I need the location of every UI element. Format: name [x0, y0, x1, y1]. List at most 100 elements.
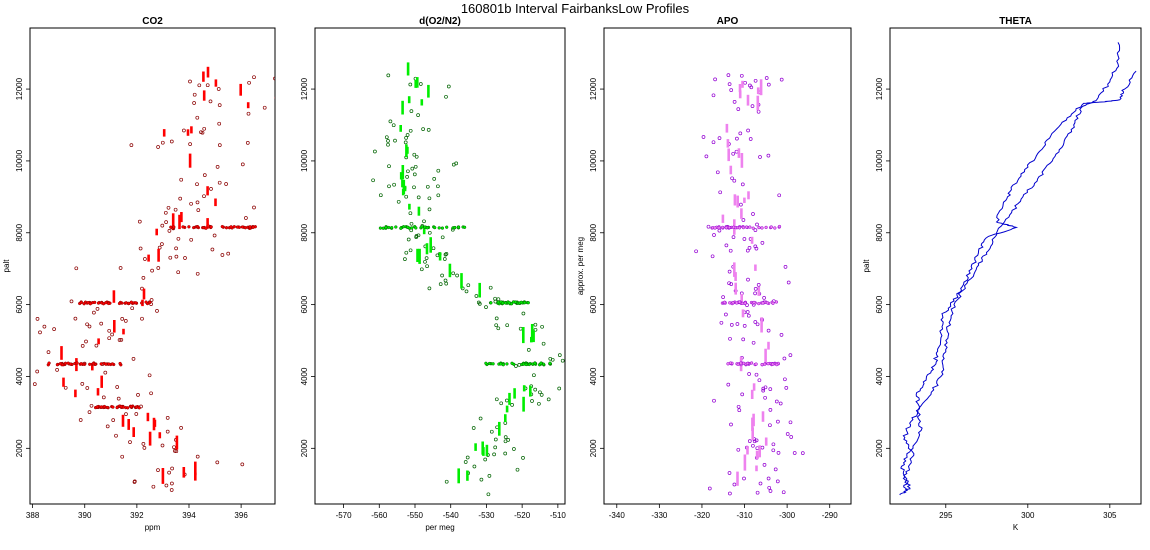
layer-point: [243, 226, 248, 230]
data-point: [777, 193, 782, 198]
data-point: [745, 310, 750, 314]
layer-point: [181, 225, 185, 229]
layer-point: [548, 361, 552, 365]
data-point: [526, 348, 531, 352]
layer-point: [88, 362, 92, 366]
data-point: [715, 170, 720, 175]
data-point: [408, 248, 413, 253]
data-point: [755, 222, 759, 227]
y-axis-label: approx. per meg: [576, 237, 585, 295]
layer-point: [720, 225, 725, 230]
data-point: [764, 76, 769, 80]
layer-point: [111, 405, 115, 409]
data-point: [496, 326, 501, 331]
data-point: [392, 182, 396, 187]
y-tick-label: 6000: [300, 295, 309, 313]
data-point: [760, 445, 765, 450]
data-point: [393, 138, 397, 143]
y-tick-label: 10000: [875, 149, 884, 172]
data-point: [432, 177, 437, 181]
data-point: [776, 419, 780, 424]
data-point: [384, 135, 389, 140]
data-point: [557, 386, 562, 391]
layer-point: [96, 301, 101, 305]
data-point: [85, 386, 90, 390]
data-point: [727, 269, 732, 274]
data-point: [408, 211, 413, 216]
data-layer: [694, 73, 805, 496]
layer-point: [484, 361, 488, 365]
data-point: [711, 93, 716, 98]
data-point: [387, 184, 391, 189]
data-point: [166, 205, 171, 210]
layer-point: [387, 225, 391, 230]
data-point: [205, 83, 210, 88]
data-point: [465, 455, 470, 460]
data-point: [721, 295, 725, 299]
layer-point: [399, 226, 403, 230]
layer-point: [507, 301, 511, 305]
data-point: [532, 373, 536, 378]
data-point: [440, 235, 445, 240]
data-point: [776, 451, 781, 455]
data-point: [220, 253, 225, 257]
layer-point: [209, 225, 213, 229]
data-point: [751, 340, 756, 345]
data-point: [741, 337, 746, 342]
data-point: [756, 109, 761, 114]
data-point: [378, 193, 383, 198]
x-axis-label: ppm: [145, 523, 161, 532]
data-point: [87, 324, 92, 329]
layer-point: [406, 225, 410, 229]
data-point: [755, 446, 760, 451]
data-point: [92, 310, 96, 315]
data-point: [731, 235, 736, 239]
layer-point: [766, 362, 770, 366]
data-point: [533, 327, 538, 332]
data-point: [195, 200, 200, 205]
data-point: [131, 357, 136, 361]
data-point: [409, 109, 414, 113]
layer-point: [115, 405, 119, 410]
data-point: [173, 207, 178, 212]
data-point: [149, 391, 153, 396]
data-point: [141, 276, 146, 280]
data-point: [778, 401, 783, 406]
y-axis-label: palt: [2, 259, 11, 273]
data-point: [761, 386, 766, 391]
layer-point: [522, 301, 527, 305]
figure-title: 160801b Interval FairbanksLow Profiles: [460, 1, 690, 16]
data-point: [160, 443, 165, 448]
data-point: [783, 377, 787, 382]
layer-point: [736, 362, 740, 367]
y-tick-label: 6000: [589, 295, 598, 313]
data-point: [404, 250, 409, 255]
layer-point: [761, 301, 765, 305]
data-point: [783, 265, 788, 269]
y-tick-label: 6000: [875, 295, 884, 313]
layer-point: [510, 361, 514, 365]
data-point: [373, 149, 377, 154]
y-tick-label: 12000: [300, 77, 309, 100]
data-point: [156, 266, 161, 270]
data-point: [762, 463, 767, 467]
data-point: [546, 397, 551, 402]
data-point: [444, 281, 449, 286]
data-point: [503, 439, 508, 444]
data-point: [176, 270, 181, 275]
layer-point: [771, 362, 775, 366]
data-point: [768, 423, 772, 428]
data-point: [413, 164, 418, 169]
layer-point: [91, 362, 96, 366]
data-point: [767, 485, 772, 490]
layer-point: [764, 225, 768, 230]
data-point: [164, 483, 169, 488]
data-point: [719, 320, 724, 325]
data-point: [371, 178, 375, 183]
data-point: [179, 177, 184, 182]
data-point: [512, 447, 516, 451]
layer-point: [220, 224, 224, 229]
layer-point: [713, 226, 717, 230]
data-point: [74, 266, 79, 271]
data-point: [188, 79, 192, 84]
